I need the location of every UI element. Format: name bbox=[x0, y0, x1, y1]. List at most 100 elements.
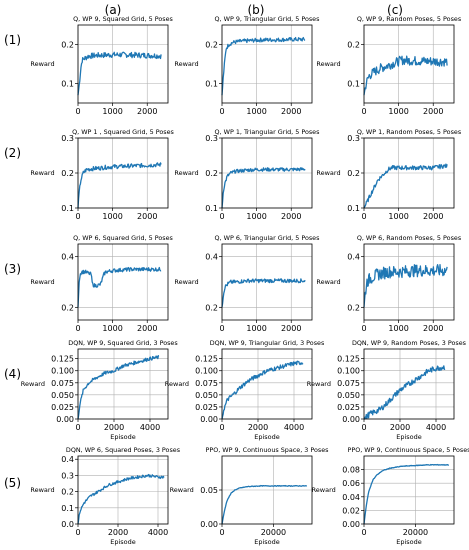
series-line bbox=[221, 278, 306, 308]
y-tick-label: 0.1 bbox=[347, 204, 360, 213]
plot-frame bbox=[77, 243, 169, 321]
x-axis-label: Episode bbox=[396, 538, 422, 546]
x-tick-label: 1000 bbox=[246, 324, 266, 333]
y-tick-label: 0.2 bbox=[205, 41, 218, 50]
column-label: (a) bbox=[105, 3, 122, 17]
x-tick-label: 20000 bbox=[403, 528, 428, 537]
chart-title: Q, WP 9, Triangular Grid, 5 Poses bbox=[215, 15, 321, 23]
y-tick-label: 0.2 bbox=[61, 169, 74, 178]
y-axis-label: Reward bbox=[174, 60, 198, 68]
y-tick-label: 0.050 bbox=[195, 391, 218, 400]
y-tick-label: 0.025 bbox=[195, 403, 218, 412]
chart-title: DQN, WP 9, Squared Grid, 3 Poses bbox=[68, 339, 178, 347]
row-label: (4) bbox=[4, 367, 21, 381]
y-tick-label: 0.1 bbox=[347, 80, 360, 89]
y-tick-label: 0.125 bbox=[51, 355, 74, 364]
plot-frame bbox=[221, 24, 313, 104]
y-tick-label: 0.125 bbox=[195, 355, 218, 364]
row-label: (5) bbox=[4, 476, 21, 490]
x-tick-label: 1000 bbox=[102, 107, 122, 116]
plot-frame bbox=[77, 455, 169, 525]
y-tick-label: 0.1 bbox=[61, 80, 74, 89]
plot-frame bbox=[363, 455, 455, 525]
x-tick-label: 0 bbox=[219, 324, 224, 333]
series-line bbox=[363, 365, 446, 420]
chart-title: DQN, WP 9, Triangular Grid, 3 Poses bbox=[210, 339, 325, 347]
y-tick-label: 0.2 bbox=[347, 169, 360, 178]
y-tick-label: 0.05 bbox=[200, 486, 218, 495]
column-label: (b) bbox=[248, 3, 265, 17]
x-tick-label: 0 bbox=[361, 528, 366, 537]
series-line bbox=[363, 264, 448, 308]
series-line bbox=[221, 36, 306, 96]
y-tick-label: 0.125 bbox=[337, 355, 360, 364]
x-tick-label: 2000 bbox=[137, 324, 157, 333]
series-line bbox=[77, 354, 160, 420]
y-tick-label: 0.00 bbox=[200, 520, 218, 529]
series-line bbox=[221, 360, 304, 420]
y-tick-label: 0.00 bbox=[342, 520, 360, 529]
y-tick-label: 0.4 bbox=[347, 253, 360, 262]
y-tick-label: 0.075 bbox=[51, 379, 74, 388]
y-tick-label: 0.00 bbox=[56, 415, 74, 424]
y-axis-label: Reward bbox=[316, 169, 340, 177]
x-tick-label: 0 bbox=[219, 423, 224, 432]
x-tick-label: 1000 bbox=[388, 107, 408, 116]
x-tick-label: 2000 bbox=[423, 212, 443, 221]
x-tick-label: 2000 bbox=[281, 212, 301, 221]
x-tick-label: 2000 bbox=[137, 107, 157, 116]
chart-title: Q, WP 9, Random Poses, 5 Poses bbox=[357, 15, 462, 23]
chart-title: PPO, WP 9, Continuous Space, 3 Poses bbox=[205, 446, 329, 454]
x-tick-label: 2000 bbox=[248, 423, 268, 432]
plot-frame bbox=[221, 243, 313, 321]
chart-title: Q, WP 6, Squared Grid, 5 Poses bbox=[73, 234, 173, 242]
x-axis-label: Episode bbox=[396, 433, 422, 441]
x-tick-label: 2000 bbox=[104, 423, 124, 432]
plot-frame bbox=[363, 348, 455, 420]
y-axis-label: Reward bbox=[316, 60, 340, 68]
y-tick-label: 0.08 bbox=[342, 466, 360, 475]
y-tick-label: 0.1 bbox=[61, 504, 74, 513]
series-line bbox=[363, 55, 448, 96]
x-axis-label: Episode bbox=[254, 538, 280, 546]
chart-title: Q, WP 1, Triangular Grid, 5 Poses bbox=[215, 128, 321, 136]
y-tick-label: 0.025 bbox=[51, 403, 74, 412]
x-tick-label: 4000 bbox=[148, 528, 168, 537]
x-tick-label: 0 bbox=[361, 324, 366, 333]
plot-frame bbox=[363, 243, 455, 321]
column-label: (c) bbox=[387, 3, 403, 17]
y-tick-label: 0.02 bbox=[342, 506, 360, 515]
y-tick-label: 0.2 bbox=[347, 41, 360, 50]
x-tick-label: 0 bbox=[361, 212, 366, 221]
y-tick-label: 0.075 bbox=[195, 379, 218, 388]
y-tick-label: 0.04 bbox=[342, 493, 360, 502]
y-tick-label: 0.3 bbox=[61, 134, 74, 143]
x-tick-label: 1000 bbox=[388, 212, 408, 221]
y-tick-label: 0.050 bbox=[51, 391, 74, 400]
x-tick-label: 0 bbox=[219, 528, 224, 537]
y-tick-label: 0.100 bbox=[195, 367, 218, 376]
chart-title: PPO, WP 9, Continuous Space, 5 Poses bbox=[347, 446, 469, 454]
row-label: (3) bbox=[4, 262, 21, 276]
x-tick-label: 0 bbox=[75, 423, 80, 432]
x-tick-label: 2000 bbox=[108, 528, 128, 537]
x-tick-label: 2000 bbox=[281, 107, 301, 116]
y-tick-label: 0.3 bbox=[205, 134, 218, 143]
y-tick-label: 0.2 bbox=[347, 303, 360, 312]
y-tick-label: 0.3 bbox=[347, 134, 360, 143]
chart-title: DQN, WP 9, Random Poses, 3 Poses bbox=[352, 339, 467, 347]
x-tick-label: 4000 bbox=[426, 423, 446, 432]
x-tick-label: 2000 bbox=[137, 212, 157, 221]
x-tick-label: 1000 bbox=[102, 212, 122, 221]
series-line bbox=[77, 266, 162, 308]
series-line bbox=[221, 484, 308, 525]
plot-frame bbox=[363, 24, 455, 104]
x-tick-label: 1000 bbox=[102, 324, 122, 333]
x-axis-label: Episode bbox=[110, 538, 136, 546]
y-tick-label: 0.050 bbox=[337, 391, 360, 400]
x-tick-label: 20000 bbox=[261, 528, 286, 537]
y-tick-label: 0.00 bbox=[200, 415, 218, 424]
y-axis-label: Reward bbox=[316, 278, 340, 286]
row-label: (1) bbox=[4, 33, 21, 47]
x-tick-label: 0 bbox=[361, 107, 366, 116]
